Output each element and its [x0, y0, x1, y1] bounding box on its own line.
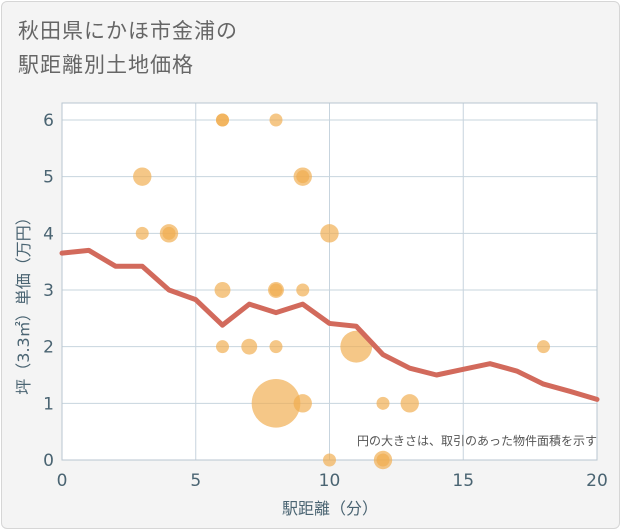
trend-line	[59, 247, 600, 402]
data-bubble	[376, 396, 390, 410]
data-bubble	[241, 338, 258, 355]
y-tick-label: 5	[43, 168, 54, 188]
data-bubble	[133, 167, 152, 186]
y-tick-label: 3	[43, 281, 54, 301]
data-bubble	[251, 379, 301, 428]
data-bubble	[537, 340, 550, 354]
data-bubble	[400, 394, 419, 413]
x-tick-label: 15	[452, 471, 474, 491]
data-bubble	[323, 453, 336, 467]
data-bubble	[320, 224, 339, 243]
data-bubble	[269, 113, 283, 127]
y-tick-label: 2	[43, 338, 54, 358]
y-tick-label: 4	[43, 224, 54, 244]
data-bubble	[376, 453, 390, 467]
data-bubble	[340, 330, 373, 363]
data-bubble	[269, 340, 283, 354]
x-tick-label: 0	[57, 471, 68, 491]
data-bubble	[216, 340, 229, 354]
x-tick-labels: 0 5 10 15 20	[57, 471, 608, 491]
chart-title: 秋田県にかほ市金浦の 駅距離別土地価格	[18, 14, 238, 82]
data-bubble	[296, 170, 310, 184]
y-tick-label: 1	[43, 394, 54, 414]
bubble-size-note: 円の大きさは、取引のあった物件面積を示す	[356, 434, 597, 448]
y-tick-label: 6	[43, 111, 54, 131]
y-axis-label: 坪（3.3㎡）単価（万円）	[14, 209, 33, 394]
x-tick-label: 20	[586, 471, 608, 491]
data-bubble	[216, 113, 229, 127]
data-bubble	[214, 282, 231, 298]
data-bubble	[296, 283, 310, 297]
title-line-2: 駅距離別土地価格	[18, 53, 194, 77]
title-line-1: 秋田県にかほ市金浦の	[18, 19, 238, 43]
bubble-layer	[133, 113, 550, 470]
x-tick-label: 10	[319, 471, 341, 491]
data-bubble	[269, 283, 283, 297]
data-bubble	[162, 226, 176, 240]
data-bubble	[293, 394, 312, 413]
data-bubble	[135, 226, 149, 240]
y-tick-labels: 0 1 2 3 4 5 6	[43, 111, 54, 471]
y-tick-label: 0	[43, 451, 54, 471]
x-tick-label: 5	[190, 471, 201, 491]
x-axis-label: 駅距離（分）	[282, 499, 378, 518]
